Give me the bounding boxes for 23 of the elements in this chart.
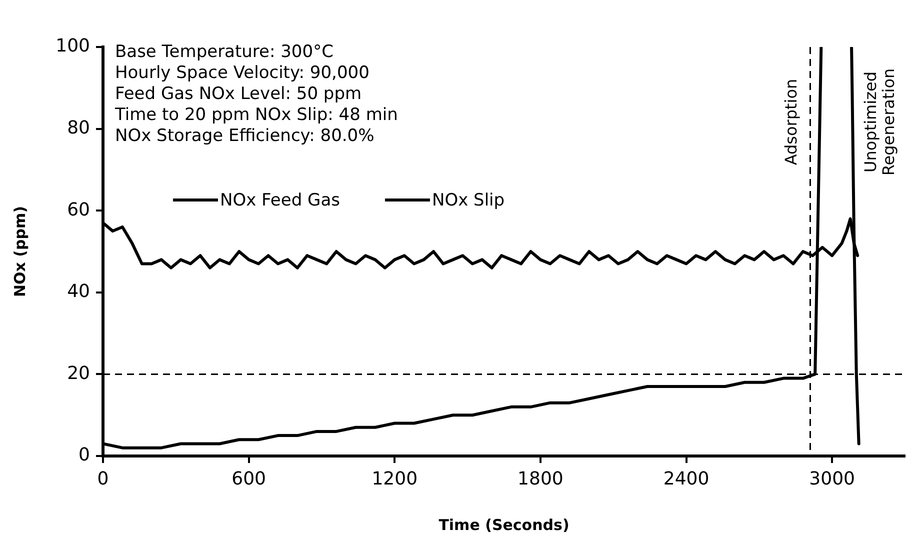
- y-tick-label: 0: [78, 444, 90, 466]
- y-tick-label: 60: [67, 199, 90, 220]
- annotation: Base Temperature: 300°C: [115, 42, 334, 62]
- x-tick-label: 0: [97, 468, 109, 490]
- annotation: NOx Storage Efficiency: 80.0%: [115, 126, 374, 146]
- x-tick-label: 1800: [518, 468, 564, 490]
- annotation: Time to 20 ppm NOx Slip: 48 min: [114, 105, 398, 125]
- y-tick-label: 100: [56, 36, 90, 57]
- x-tick-label: 3000: [809, 468, 855, 490]
- y-tick-label: 40: [67, 281, 90, 302]
- x-tick-label: 1200: [372, 468, 418, 490]
- annotation: Adsorption: [781, 78, 800, 166]
- legend-label: NOx Slip: [432, 190, 505, 210]
- annotation: Hourly Space Velocity: 90,000: [115, 63, 370, 83]
- x-tick-label: 600: [232, 468, 266, 490]
- y-tick-label: 80: [67, 117, 90, 138]
- x-axis-title: Time (Seconds): [438, 516, 570, 534]
- x-tick-label: 2400: [663, 468, 710, 490]
- y-axis-title: NOx (ppm): [10, 206, 29, 298]
- legend-label: NOx Feed Gas: [220, 190, 340, 210]
- annotation: Unoptimized Regeneration: [861, 68, 898, 176]
- y-tick-label: 20: [67, 362, 90, 384]
- annotation: Feed Gas NOx Level: 50 ppm: [115, 84, 362, 104]
